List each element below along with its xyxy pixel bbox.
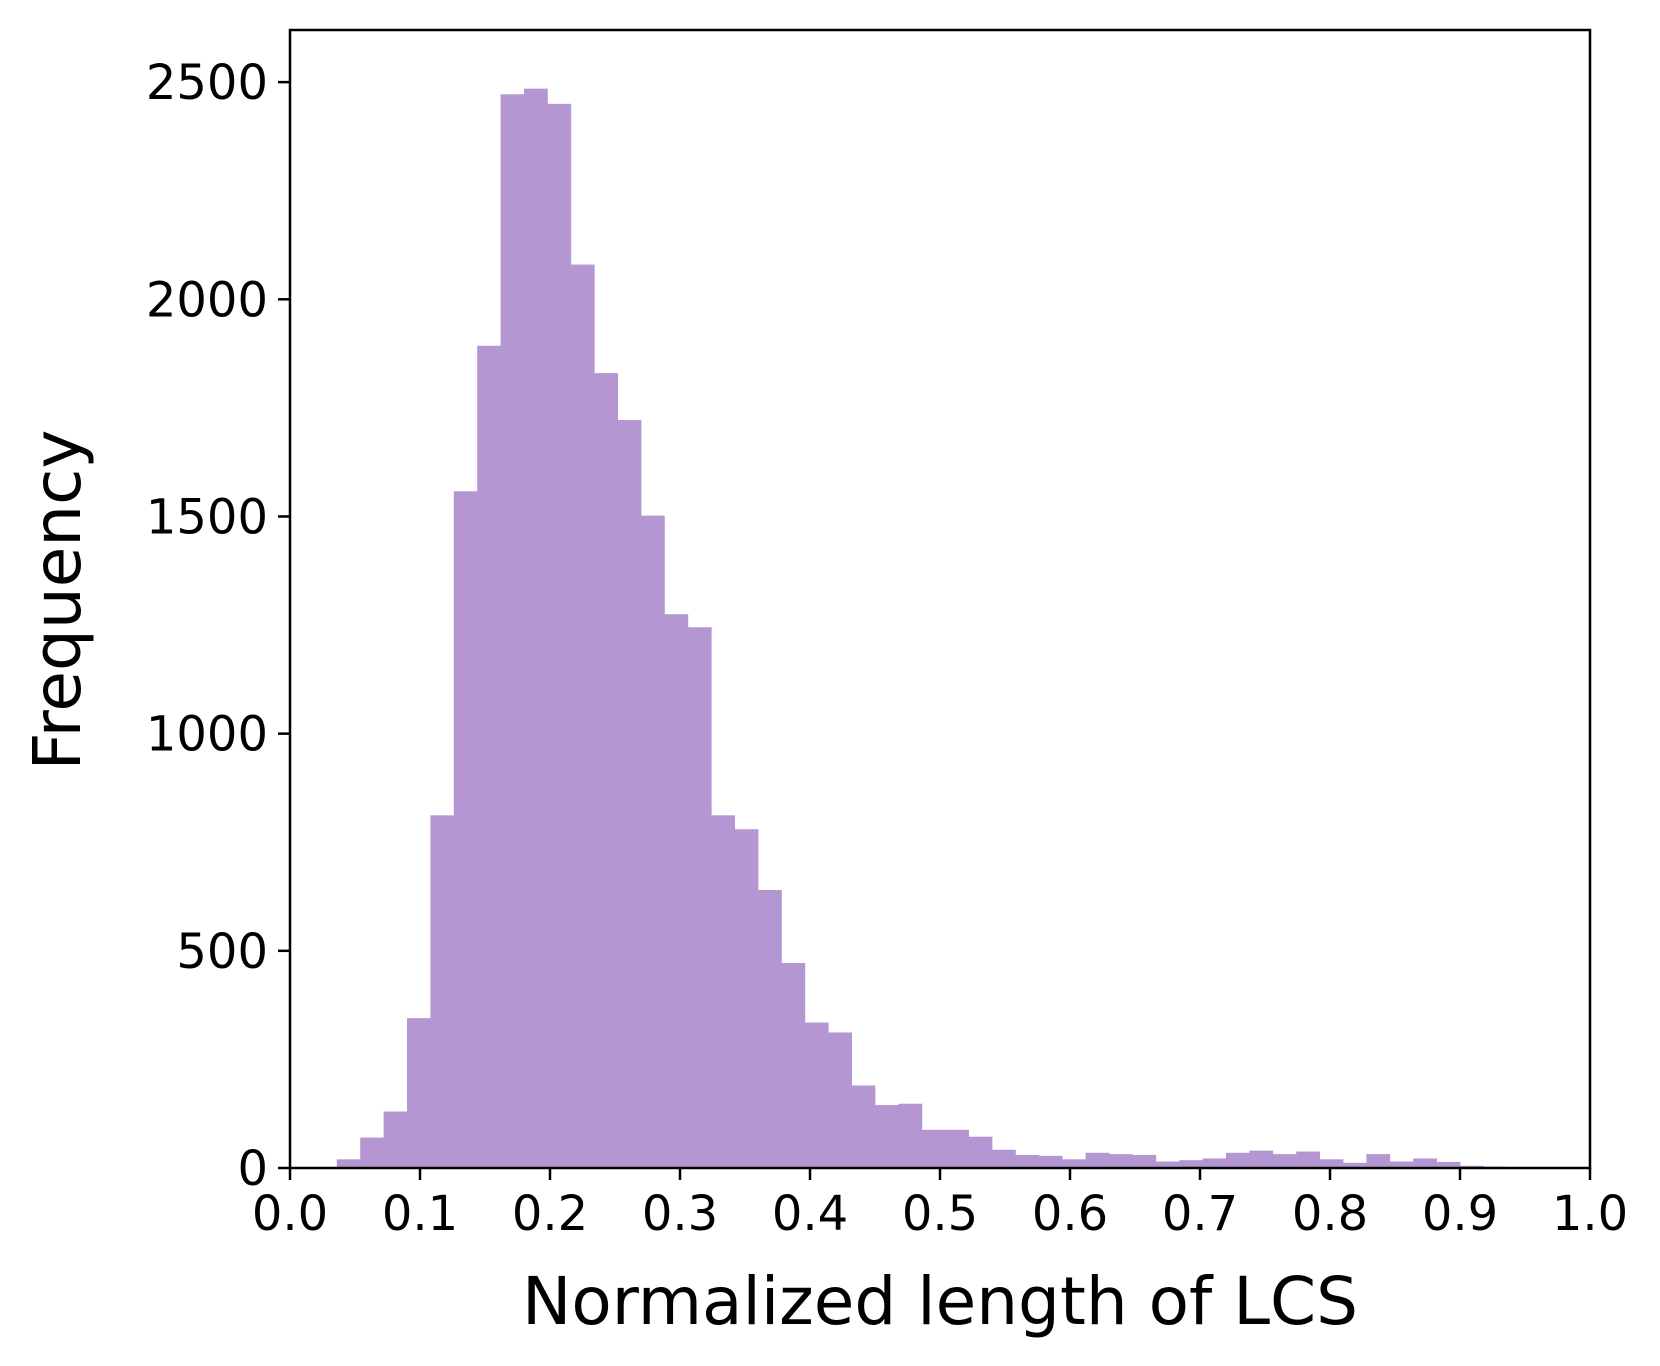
histogram-bar bbox=[1249, 1150, 1274, 1168]
histogram-bar bbox=[1132, 1154, 1157, 1168]
histogram-bar bbox=[360, 1137, 384, 1168]
histogram-bar bbox=[1109, 1154, 1133, 1168]
histogram-bar bbox=[804, 1022, 829, 1168]
y-axis-ticks: 0 500 1000 1500 2000 2500 bbox=[146, 55, 290, 1197]
histogram-bar bbox=[453, 491, 478, 1169]
x-tick-label: 0.9 bbox=[1422, 1186, 1498, 1242]
histogram-bar bbox=[687, 627, 712, 1168]
histogram-bar bbox=[430, 815, 455, 1168]
x-tick-label: 0.3 bbox=[642, 1186, 718, 1242]
histogram-bar bbox=[1038, 1155, 1063, 1168]
histogram-bar bbox=[1319, 1159, 1344, 1168]
histogram-bar bbox=[758, 890, 782, 1168]
x-tick-label: 0.0 bbox=[252, 1186, 328, 1242]
histogram-bar bbox=[1389, 1161, 1414, 1168]
x-tick-label: 0.7 bbox=[1162, 1186, 1238, 1242]
histogram-bar bbox=[1085, 1152, 1110, 1168]
histogram-bar bbox=[968, 1136, 993, 1168]
y-tick-label: 2500 bbox=[146, 55, 268, 111]
histogram-bar bbox=[500, 94, 525, 1169]
histogram-bar bbox=[1062, 1159, 1086, 1168]
histogram-bars bbox=[336, 88, 1508, 1169]
histogram-bar bbox=[1226, 1152, 1250, 1168]
histogram-bar bbox=[992, 1149, 1016, 1168]
y-axis-title: Frequency bbox=[19, 430, 96, 771]
histogram-bar bbox=[711, 815, 735, 1168]
histogram-bar bbox=[898, 1103, 923, 1168]
histogram-bar bbox=[547, 103, 572, 1168]
x-tick-label: 0.4 bbox=[772, 1186, 848, 1242]
x-tick-label: 0.8 bbox=[1292, 1186, 1368, 1242]
histogram-bar bbox=[1413, 1158, 1437, 1168]
histogram-bar bbox=[945, 1129, 969, 1168]
histogram-bar bbox=[1202, 1158, 1227, 1168]
histogram-bar bbox=[594, 373, 618, 1168]
x-axis-ticks: 0.0 0.1 0.2 0.3 0.4 0.5 0.6 0.7 0.8 0.9 1.0 bbox=[252, 1168, 1628, 1242]
histogram-bar bbox=[1272, 1154, 1297, 1168]
histogram-bar bbox=[734, 829, 759, 1168]
x-tick-label: 1.0 bbox=[1552, 1186, 1628, 1242]
histogram-bar bbox=[570, 264, 595, 1168]
histogram-bar bbox=[1015, 1154, 1040, 1168]
x-tick-label: 0.6 bbox=[1032, 1186, 1108, 1242]
y-tick-label: 2000 bbox=[146, 272, 268, 328]
histogram-bar bbox=[1179, 1160, 1203, 1168]
histogram-bar bbox=[477, 345, 501, 1168]
histogram-bar bbox=[1343, 1162, 1367, 1168]
x-tick-label: 0.5 bbox=[902, 1186, 978, 1242]
histogram-bar bbox=[851, 1085, 876, 1168]
histogram-bar bbox=[407, 1018, 431, 1168]
histogram-bar bbox=[1296, 1151, 1320, 1168]
histogram-bar bbox=[383, 1111, 408, 1168]
histogram-bar bbox=[875, 1105, 899, 1168]
y-tick-label: 1000 bbox=[146, 707, 268, 763]
histogram-bar bbox=[664, 614, 689, 1168]
histogram-bar bbox=[641, 515, 665, 1168]
x-tick-label: 0.1 bbox=[382, 1186, 458, 1242]
histogram-bar bbox=[524, 88, 548, 1168]
histogram-bar bbox=[828, 1032, 852, 1168]
x-axis-title: Normalized length of LCS bbox=[522, 1263, 1358, 1340]
histogram-bar bbox=[336, 1159, 361, 1168]
y-tick-label: 1500 bbox=[146, 489, 268, 545]
y-tick-label: 0 bbox=[237, 1141, 268, 1197]
histogram-bar bbox=[921, 1129, 946, 1168]
histogram-bar bbox=[617, 420, 642, 1168]
histogram-bar bbox=[1436, 1161, 1461, 1168]
histogram-bar bbox=[1155, 1161, 1180, 1168]
y-tick-label: 500 bbox=[176, 924, 268, 980]
histogram-bar bbox=[1366, 1154, 1391, 1168]
histogram-bar bbox=[781, 962, 806, 1168]
x-tick-label: 0.2 bbox=[512, 1186, 588, 1242]
